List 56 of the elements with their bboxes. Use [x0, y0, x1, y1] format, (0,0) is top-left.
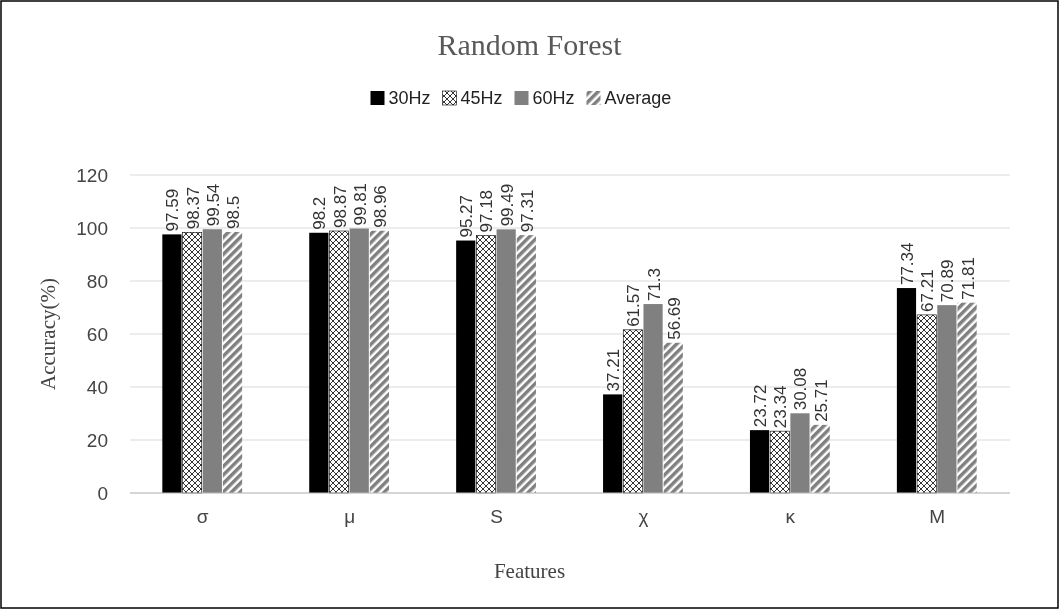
bar [496, 229, 516, 493]
y-tick-label: 60 [86, 323, 108, 345]
data-label: 67.21 [918, 269, 938, 312]
data-label: 99.54 [203, 183, 223, 227]
data-label: 23.34 [771, 385, 791, 429]
x-axis-title: Features [493, 559, 566, 583]
x-tick-label: M [929, 506, 946, 527]
bar [202, 229, 222, 493]
data-label: 61.57 [624, 284, 644, 327]
data-label: 95.27 [457, 194, 477, 238]
data-label: 71.3 [644, 267, 664, 302]
data-label: 99.49 [497, 183, 517, 227]
data-label: 71.81 [958, 257, 978, 300]
legend-label: Average [604, 88, 672, 109]
chart-title: Random Forest [437, 28, 623, 61]
bar [516, 235, 536, 493]
y-tick-label: 40 [86, 376, 108, 398]
x-tick-label: S [490, 506, 503, 527]
y-tick-label: 20 [86, 429, 108, 451]
data-label: 98.96 [370, 185, 390, 228]
bar [349, 228, 369, 493]
bar [937, 305, 957, 493]
data-label: 97.59 [163, 188, 183, 232]
x-tick-label: σ [196, 506, 209, 527]
legend-label: 45Hz [460, 88, 503, 109]
data-label: 37.21 [604, 348, 624, 392]
data-label: 23.72 [751, 384, 771, 428]
data-label: 99.81 [350, 182, 370, 226]
y-tick-label: 80 [86, 270, 108, 292]
y-tick-label: 0 [97, 482, 108, 504]
bar [790, 413, 810, 493]
data-label: 98.5 [224, 195, 244, 229]
data-label: 56.69 [664, 297, 684, 340]
data-label: 97.31 [517, 189, 537, 233]
y-tick-label: 120 [76, 164, 108, 186]
data-label: 77.34 [897, 242, 917, 286]
data-label: 25.71 [811, 379, 831, 422]
bar [222, 231, 243, 493]
x-tick-label: χ [638, 506, 649, 527]
legend-label: 30Hz [388, 88, 431, 109]
bar [957, 302, 977, 493]
legend-label: 60Hz [532, 88, 575, 109]
data-label: 30.08 [791, 367, 811, 411]
bar [810, 424, 830, 493]
y-axis-title: Accuracy(%) [36, 278, 60, 390]
data-label: 97.18 [477, 189, 497, 233]
x-tick-label: κ [785, 506, 796, 527]
data-label: 70.89 [938, 259, 958, 303]
y-tick-label: 100 [76, 217, 108, 239]
x-tick-label: μ [344, 506, 356, 527]
data-label: 98.2 [310, 196, 330, 230]
bar [663, 342, 683, 493]
data-label: 98.37 [183, 186, 203, 230]
bar [369, 230, 390, 493]
data-label: 98.87 [330, 185, 350, 228]
bar [643, 304, 663, 493]
